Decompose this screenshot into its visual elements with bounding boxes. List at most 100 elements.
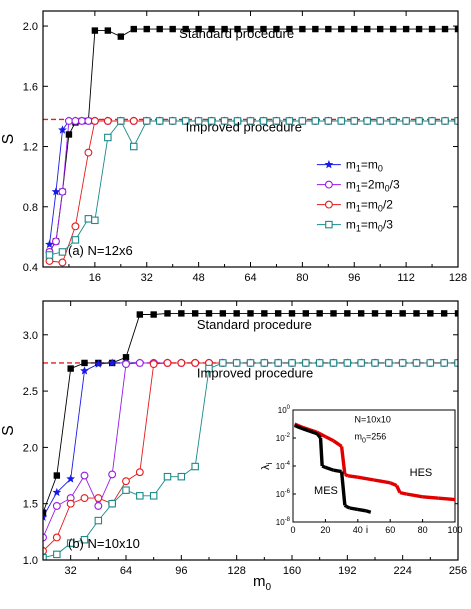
shared-x-axis-label: m0 xyxy=(253,573,272,593)
series-0-point xyxy=(413,310,420,317)
series-4-point xyxy=(259,117,268,125)
inset-hes-segment xyxy=(438,496,456,502)
legend-marker xyxy=(325,220,333,229)
series-4-point xyxy=(298,117,307,125)
inset-hes-segment xyxy=(422,495,439,500)
inset-y-tick-label: 100 xyxy=(278,405,291,415)
series-0-point xyxy=(330,310,337,317)
series-3-point xyxy=(58,258,67,267)
inset-mes-segment xyxy=(349,506,359,512)
inset-mes-segment xyxy=(345,505,351,510)
series-line-3 xyxy=(49,120,458,263)
series-2-point xyxy=(135,358,144,367)
y-tick-label: 2.0 xyxy=(23,21,38,33)
series-3-point xyxy=(43,547,47,555)
x-tick-label: 80 xyxy=(296,272,308,284)
series-0-point xyxy=(247,310,254,317)
series-0-point xyxy=(233,310,240,317)
series-0-point xyxy=(205,310,213,317)
panel-a: 16 32 48 64 80 96 112 128 0.4 0.8 1.2 1.6 2.0 Standar… xyxy=(0,10,467,284)
series-4-point xyxy=(343,359,352,367)
series-4-point xyxy=(363,117,371,125)
series-3-point xyxy=(177,358,186,367)
series-3-point xyxy=(103,116,112,125)
series-0-point xyxy=(117,33,125,40)
series-4-point xyxy=(91,216,99,225)
series-4-point xyxy=(71,236,80,244)
panel-label: (a) N=12x6 xyxy=(68,243,133,258)
series-4-point xyxy=(426,359,435,367)
series-4-point xyxy=(143,117,151,125)
inset-y-tick-label: 10-4 xyxy=(276,461,291,471)
series-4-point xyxy=(288,359,296,367)
inset-mes-segment xyxy=(308,429,318,436)
inset-annotation: MES xyxy=(314,485,338,497)
series-0-point xyxy=(104,27,112,34)
series-4-point xyxy=(272,117,281,125)
series-0-point xyxy=(273,25,280,33)
x-tick-label: 96 xyxy=(175,565,187,577)
series-4-point xyxy=(324,117,333,125)
series-2-point xyxy=(64,116,73,125)
series-4-point xyxy=(163,472,172,481)
series-4-point xyxy=(104,133,112,142)
series-3-point xyxy=(84,148,93,157)
series-3-point xyxy=(52,533,61,542)
series-2-point xyxy=(108,470,117,479)
series-4-point xyxy=(149,492,158,500)
y-tick-label: 1.5 xyxy=(23,499,38,511)
series-4-point xyxy=(440,359,448,367)
series-4-point xyxy=(232,359,241,367)
series-4-point xyxy=(194,117,203,125)
series-2-point xyxy=(77,116,86,125)
inset-y-tick-label: 10-2 xyxy=(276,433,291,443)
series-3-point xyxy=(191,358,200,367)
series-4-point xyxy=(441,117,449,125)
series-4-point xyxy=(376,117,384,125)
series-0-point xyxy=(178,310,185,317)
series-0-point xyxy=(91,27,99,34)
inset-mes-segment xyxy=(315,432,322,440)
series-0-point xyxy=(43,509,47,516)
series-0-point xyxy=(402,25,410,33)
x-tick-label: 32 xyxy=(65,565,77,577)
series-4-point xyxy=(45,251,54,259)
series-4-point xyxy=(246,359,255,367)
x-tick-label: 64 xyxy=(120,565,132,577)
inset-mes-segment xyxy=(318,437,324,467)
series-4-point xyxy=(181,117,190,125)
series-3-point xyxy=(80,494,89,503)
series-1-point xyxy=(80,366,89,375)
series-0-point xyxy=(312,25,319,33)
inset-x-tick-label: 100 xyxy=(447,525,462,535)
series-4-point xyxy=(168,117,177,125)
series-0-point xyxy=(208,25,215,33)
series-0-point xyxy=(427,310,434,317)
series-2-point xyxy=(122,360,130,369)
series-4-point xyxy=(43,553,47,560)
inset-y-axis-label: λi xyxy=(260,463,274,471)
series-0-point xyxy=(219,310,227,317)
panel-label: (b) N=10x10 xyxy=(68,536,140,551)
series-0-point xyxy=(67,365,74,372)
series-3-point xyxy=(129,116,138,125)
inset-y-tick-label: 10-8 xyxy=(276,517,291,527)
inset-hes-segment xyxy=(324,435,335,443)
inset-hes-segment xyxy=(395,484,402,494)
series-4-point xyxy=(136,492,144,500)
series-0-point xyxy=(136,311,144,318)
series-4-point xyxy=(260,359,269,367)
series-2-point xyxy=(43,533,47,542)
series-2-point xyxy=(84,116,93,125)
inset-hes-segment xyxy=(406,492,423,499)
series-2-point xyxy=(52,501,61,510)
series-2-point xyxy=(94,501,103,510)
inset-hes-segment xyxy=(344,472,349,478)
inset-mes-segment xyxy=(357,507,367,513)
series-3-point xyxy=(94,494,103,503)
y-tick-label: 0.8 xyxy=(23,202,38,214)
legend-marker xyxy=(324,160,334,169)
series-0-point xyxy=(261,310,268,317)
inset-annotation: m0=256 xyxy=(355,431,387,444)
series-4-point xyxy=(371,359,379,367)
